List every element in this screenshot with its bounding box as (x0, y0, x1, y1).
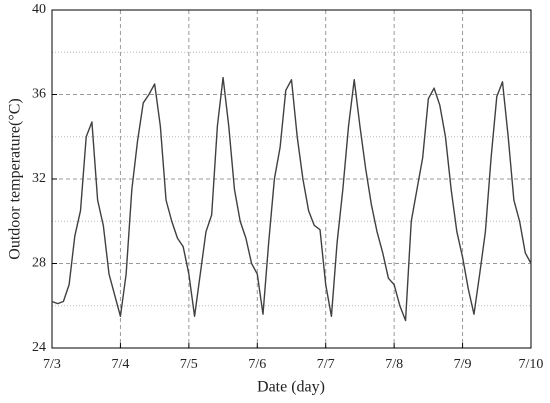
x-tick-label: 7/10 (519, 357, 544, 372)
plot-frame (51, 9, 532, 349)
y-tick-label: 40 (32, 2, 46, 17)
y-tick-label: 36 (32, 87, 46, 102)
y-tick-label: 28 (32, 256, 46, 271)
x-tick-label: 7/7 (317, 357, 335, 372)
x-tick-label: 7/8 (385, 357, 403, 372)
x-tick-label: 7/4 (111, 357, 129, 372)
x-tick-label: 7/6 (248, 357, 266, 372)
temperature-line (51, 76, 532, 322)
x-tick-label: 7/5 (180, 357, 198, 372)
y-tick-label: 24 (32, 340, 46, 355)
x-axis-title: Date (day) (257, 379, 325, 396)
x-tick-label: 7/9 (454, 357, 472, 372)
y-axis-title: Outdoor temperature(°C) (7, 98, 24, 259)
y-tick-label: 32 (32, 171, 46, 186)
x-tick-label: 7/3 (43, 357, 61, 372)
